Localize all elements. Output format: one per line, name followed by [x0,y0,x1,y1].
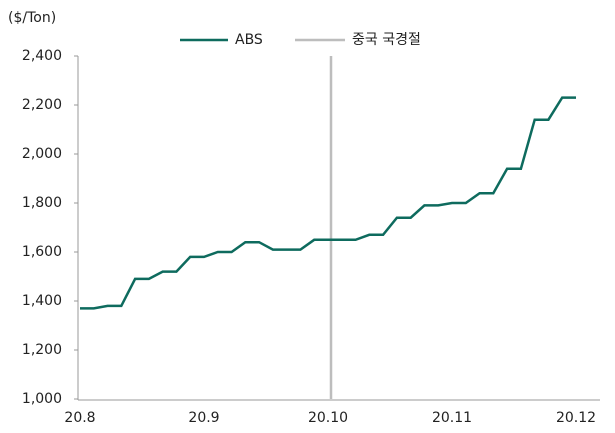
y-tick-label: 1,400 [22,293,62,309]
series-line [80,96,576,310]
x-tick-label: 20.11 [432,410,472,426]
x-tick-label: 20.9 [188,410,219,426]
y-tick-label: 2,000 [22,146,62,162]
y-tick-label: 1,800 [22,195,62,211]
x-tick-label: 20.10 [308,410,348,426]
y-tick-label: 2,400 [22,48,62,64]
legend-label: ABS [235,32,263,48]
y-tick-label: 1,000 [22,391,62,407]
y-tick-label: 1,200 [22,342,62,358]
y-tick-label: 1,600 [22,244,62,260]
x-tick-label: 20.8 [64,410,95,426]
y-axis-label: ($/Ton) [8,10,56,26]
y-tick-label: 2,200 [22,97,62,113]
x-tick-label: 20.12 [556,410,596,426]
legend-label: 중국 국경절 [352,32,421,48]
